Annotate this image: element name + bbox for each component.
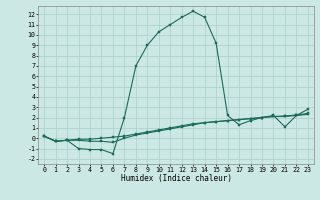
X-axis label: Humidex (Indice chaleur): Humidex (Indice chaleur) [121,174,231,183]
